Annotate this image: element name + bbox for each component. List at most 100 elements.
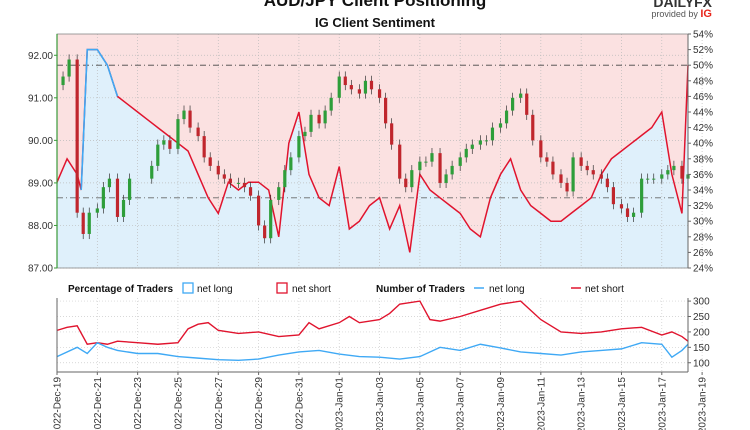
price-candle [680,160,684,184]
price-candle [162,135,166,150]
price-candle [176,113,180,154]
price-candle [121,194,126,223]
price-candle [390,118,394,150]
candle-body [478,140,482,145]
price-candle [95,203,99,218]
price-candle [363,75,368,99]
candle-body [67,59,71,77]
price-tick-label: 90.00 [28,136,53,147]
candle-body [424,161,428,163]
date-tick-label: 2023-Jan-19 [698,377,709,430]
percent-tick-label: 54% [693,30,713,41]
candle-body [369,80,374,90]
candle-body [349,85,353,90]
candle-body [283,170,287,188]
price-candle [107,173,112,193]
candle-body [269,199,273,239]
candle-body [61,76,65,86]
price-candle [565,177,569,197]
candle-body [277,187,281,200]
traders-tick-label: 250 [693,312,710,323]
percent-tick-label: 34% [693,186,713,197]
candle-body [410,170,414,188]
net-long-traders-line [56,341,689,361]
candle-body [188,110,192,128]
candle-body [81,212,85,234]
price-candle [337,71,341,103]
chart-subtitle: IG Client Sentiment [315,15,435,30]
legend-pct-title: Percentage of Traders [68,284,173,295]
candle-body [107,178,112,188]
candle-body [222,174,226,179]
price-candle [196,122,200,142]
candle-body [611,187,616,205]
candle-body [176,119,180,149]
candle-body [115,178,120,217]
price-candle [289,152,293,176]
legend-num-short-label: net short [585,284,624,295]
price-candle [242,177,247,193]
date-tick-label: 2022-Dec-31 [294,377,305,430]
legend-num-title: Number of Traders [376,284,465,295]
price-candle [269,194,273,244]
price-candle [660,169,664,184]
candle-body [363,80,368,94]
candle-body [404,178,408,188]
candle-body [398,144,402,179]
candle-body [303,131,307,137]
percent-tick-label: 46% [693,92,713,103]
price-candle [236,177,241,189]
candle-body [660,174,664,179]
date-tick-label: 2023-Jan-09 [496,377,507,430]
candle-body [605,178,609,188]
percent-tick-label: 52% [693,45,713,56]
candle-body [504,110,509,124]
candle-body [511,97,515,111]
percent-tick-label: 24% [693,264,713,275]
price-candle [87,207,91,240]
price-candle [490,122,495,146]
candle-body [150,165,154,179]
candle-body [525,93,529,115]
price-candle [559,169,563,189]
percent-tick-label: 28% [693,232,713,243]
date-tick-label: 2023-Jan-17 [657,377,668,430]
price-candle [470,139,474,154]
price-candle [410,165,414,193]
price-candle [127,173,132,206]
candle-body [263,225,267,239]
percent-tick-label: 32% [693,201,713,212]
price-candle [652,173,656,184]
candle-body [666,170,670,175]
price-candle [611,182,616,210]
candle-body [625,208,630,217]
price-candle [539,135,543,163]
price-candle [384,92,388,129]
candle-body [498,123,503,128]
percent-tick-label: 42% [693,123,713,134]
price-candle [625,203,630,223]
candle-body [384,97,388,124]
percent-tick-label: 38% [693,154,713,165]
price-candle [605,173,609,193]
price-candle [75,54,79,218]
candle-body [490,127,495,141]
candle-body [565,182,569,192]
price-candle [504,105,509,129]
candle-body [646,178,650,180]
percent-tick-label: 48% [693,76,713,87]
candle-body [357,89,361,94]
price-candle [256,190,261,231]
percent-tick-label: 30% [693,217,713,228]
candle-body [256,195,261,226]
candle-body [579,157,583,166]
candle-body [121,199,126,217]
date-tick-label: 2023-Jan-11 [536,377,547,430]
candle-body [196,127,200,137]
date-tick-label: 2022-Dec-19 [53,377,64,430]
price-candle [156,139,160,171]
legend-pct-long-label: net long [197,284,233,295]
price-candle [591,165,595,180]
candle-body [202,136,206,158]
